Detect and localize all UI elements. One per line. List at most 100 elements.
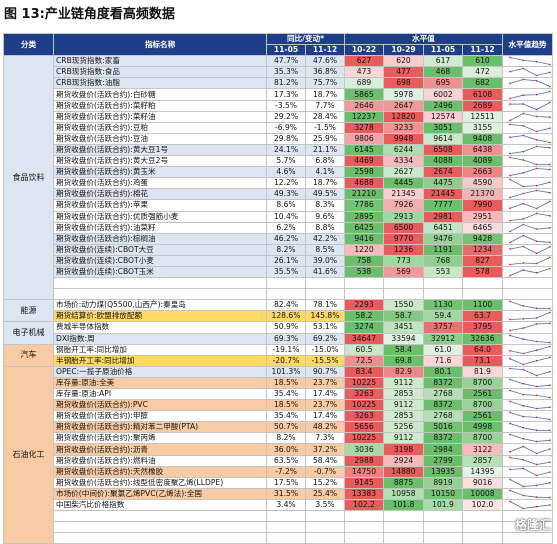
sparkline-point — [522, 485, 524, 487]
level-value: 32912 — [424, 333, 463, 344]
level-value: 63.7 — [463, 311, 503, 322]
change-value: 78.1% — [306, 300, 345, 311]
level-value: 101.9 — [424, 499, 463, 510]
trend-sparkline — [503, 411, 553, 422]
sparkline-point — [522, 68, 524, 70]
sparkline-point — [549, 90, 551, 92]
sparkline-svg — [505, 456, 553, 466]
sparkline-point — [549, 164, 551, 166]
indicator-name: OPEC:一揽子原油价格 — [54, 366, 267, 377]
sparkline-point — [536, 130, 538, 132]
trend-sparkline — [503, 266, 553, 277]
level-value: 1100 — [463, 300, 503, 311]
sparkline-svg — [505, 189, 553, 199]
sparkline-point — [509, 197, 511, 199]
sparkline-point — [549, 86, 551, 88]
level-value — [384, 289, 424, 300]
sparkline-point — [549, 448, 551, 450]
level-value: 58.4 — [384, 344, 424, 355]
level-value — [424, 289, 463, 300]
sparkline-point — [549, 182, 551, 184]
sparkline-point — [522, 112, 524, 114]
indicator-name: 期货收盘价(连续):CBOT玉米 — [54, 266, 267, 277]
change-value: 29.8% — [267, 133, 306, 144]
level-value: 4334 — [384, 156, 424, 167]
level-value — [345, 533, 384, 544]
sparkline-svg — [505, 445, 553, 455]
sparkline-point — [509, 334, 511, 336]
sparkline-point — [549, 341, 551, 343]
sparkline-point — [549, 356, 551, 358]
level-value: 12574 — [424, 111, 463, 122]
level-value: 101.8 — [384, 499, 424, 510]
sparkline-point — [536, 474, 538, 476]
level-value: 6508 — [424, 144, 463, 155]
change-value: 69.3% — [267, 333, 306, 344]
sparkline-point — [509, 301, 511, 303]
indicator-name: 期货收盘价(活跃合约):菜籽油 — [54, 111, 267, 122]
sparkline-path — [510, 402, 550, 409]
sparkline-svg — [505, 411, 553, 421]
level-value: 9145 — [345, 477, 384, 488]
level-value — [463, 522, 503, 533]
level-value: 33594 — [384, 333, 424, 344]
indicator-name: 库存量:原油:API — [54, 389, 267, 400]
level-value: 2293 — [345, 300, 384, 311]
sparkline-point — [536, 75, 538, 77]
level-value: 553 — [424, 266, 463, 277]
sparkline-point — [536, 108, 538, 110]
change-value: -15.0% — [306, 344, 345, 355]
trend-sparkline — [503, 111, 553, 122]
sparkline-svg — [505, 245, 553, 255]
sparkline-point — [549, 268, 551, 270]
change-value: 69.2% — [306, 333, 345, 344]
trend-sparkline — [503, 477, 553, 488]
indicator-name: CRB现货指数:食品 — [54, 67, 267, 78]
sparkline-point — [536, 463, 538, 465]
level-value: 6244 — [384, 144, 424, 155]
sparkline-path — [510, 213, 550, 220]
trend-sparkline — [503, 244, 553, 255]
level-value: 2627 — [384, 167, 424, 178]
sparkline-point — [522, 269, 524, 271]
indicator-name: 期货收盘价(活跃合约):燃料油 — [54, 455, 267, 466]
level-value — [463, 511, 503, 522]
change-value: 18.7% — [306, 89, 345, 100]
level-value: 7786 — [345, 200, 384, 211]
sparkline-path — [510, 180, 550, 187]
level-value: 2663 — [463, 167, 503, 178]
sparkline-point — [536, 61, 538, 63]
level-value: 3036 — [345, 444, 384, 455]
level-value: 8700 — [463, 433, 503, 444]
change-value: 8.5% — [306, 244, 345, 255]
level-value: 10958 — [384, 488, 424, 499]
sparkline-point — [522, 459, 524, 461]
sparkline-path — [510, 302, 550, 309]
level-date-header: 11-05 — [424, 45, 463, 56]
high-frequency-data-table: 分类 指标名称 同比/变动* 水平值 水平值趋势 11-05 11-12 10-… — [3, 33, 553, 544]
trend-sparkline — [503, 56, 553, 67]
level-value: 3278 — [345, 122, 384, 133]
trend-sparkline — [503, 89, 553, 100]
trend-sparkline — [503, 200, 553, 211]
level-value: 1191 — [424, 244, 463, 255]
level-date-header: 11-12 — [463, 45, 503, 56]
sparkline-svg — [505, 134, 553, 144]
change-value: -6.9% — [267, 122, 306, 133]
trend-sparkline — [503, 233, 553, 244]
sparkline-point — [549, 308, 551, 310]
sparkline-point — [536, 164, 538, 166]
level-value: 689 — [345, 78, 384, 89]
sparkline-point — [509, 241, 511, 243]
sparkline-point — [522, 405, 524, 407]
table-row — [4, 533, 553, 544]
trend-sparkline — [503, 377, 553, 388]
indicator-name: 期货收盘价(活跃合约):豆油 — [54, 133, 267, 144]
sparkline-point — [509, 208, 511, 210]
level-value: 10008 — [463, 488, 503, 499]
